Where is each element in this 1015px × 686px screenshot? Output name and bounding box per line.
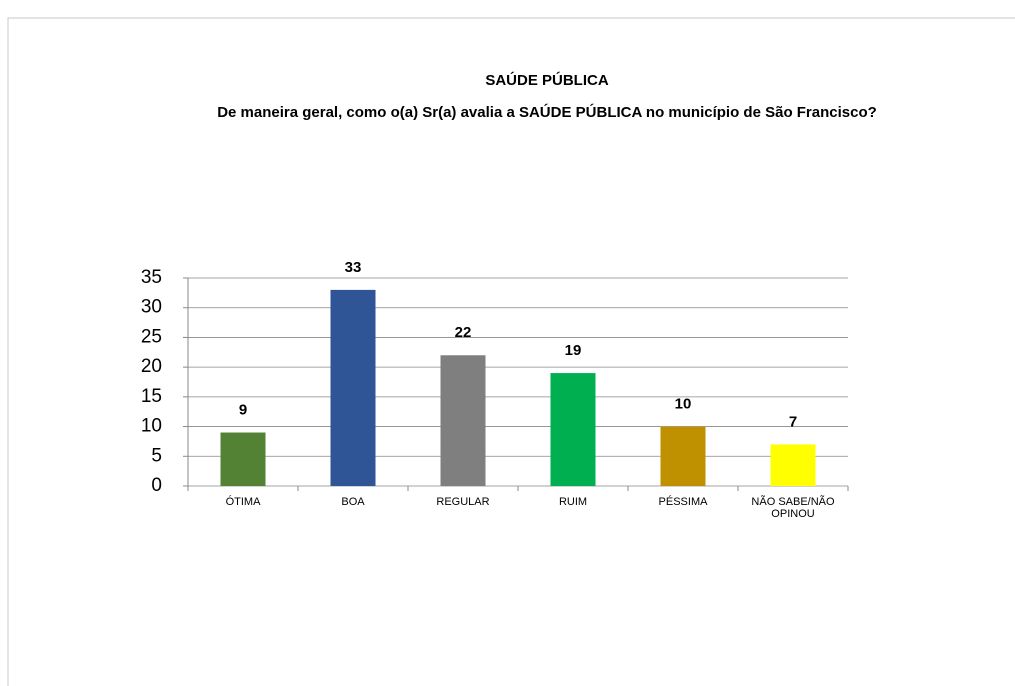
bar xyxy=(660,426,706,486)
chart-frame xyxy=(7,17,1015,686)
bar xyxy=(220,432,266,486)
y-tick-label: 5 xyxy=(151,445,162,466)
chart-title: SAÚDE PÚBLICA xyxy=(485,71,609,89)
x-tick-label: RUIM xyxy=(558,496,588,508)
chart-subtitle: De maneira geral, como o(a) Sr(a) avalia… xyxy=(217,103,877,121)
y-tick-label: 15 xyxy=(141,386,162,407)
data-label: 7 xyxy=(789,413,797,430)
bar xyxy=(770,444,816,486)
y-tick-label: 35 xyxy=(141,267,162,288)
y-tick-label: 30 xyxy=(141,297,162,318)
x-tick-label: PÉSSIMA xyxy=(658,496,708,508)
data-label: 33 xyxy=(345,259,362,276)
data-label: 9 xyxy=(239,401,247,418)
y-tick-label: 25 xyxy=(141,326,162,347)
data-label: 10 xyxy=(675,396,692,413)
x-tick-label: ÓTIMA xyxy=(225,496,261,508)
y-tick-label: 20 xyxy=(141,356,162,377)
bar xyxy=(550,373,596,486)
y-tick-label: 10 xyxy=(141,416,162,437)
data-label: 19 xyxy=(565,342,582,359)
x-tick-label: NÃO SABE/NÃO OPINOU xyxy=(751,496,835,520)
bar xyxy=(330,289,376,486)
y-tick-label: 0 xyxy=(151,475,162,496)
x-tick-label: REGULAR xyxy=(436,496,490,508)
bar xyxy=(440,355,486,486)
data-label: 22 xyxy=(455,324,472,341)
x-tick-label: BOA xyxy=(341,496,365,508)
